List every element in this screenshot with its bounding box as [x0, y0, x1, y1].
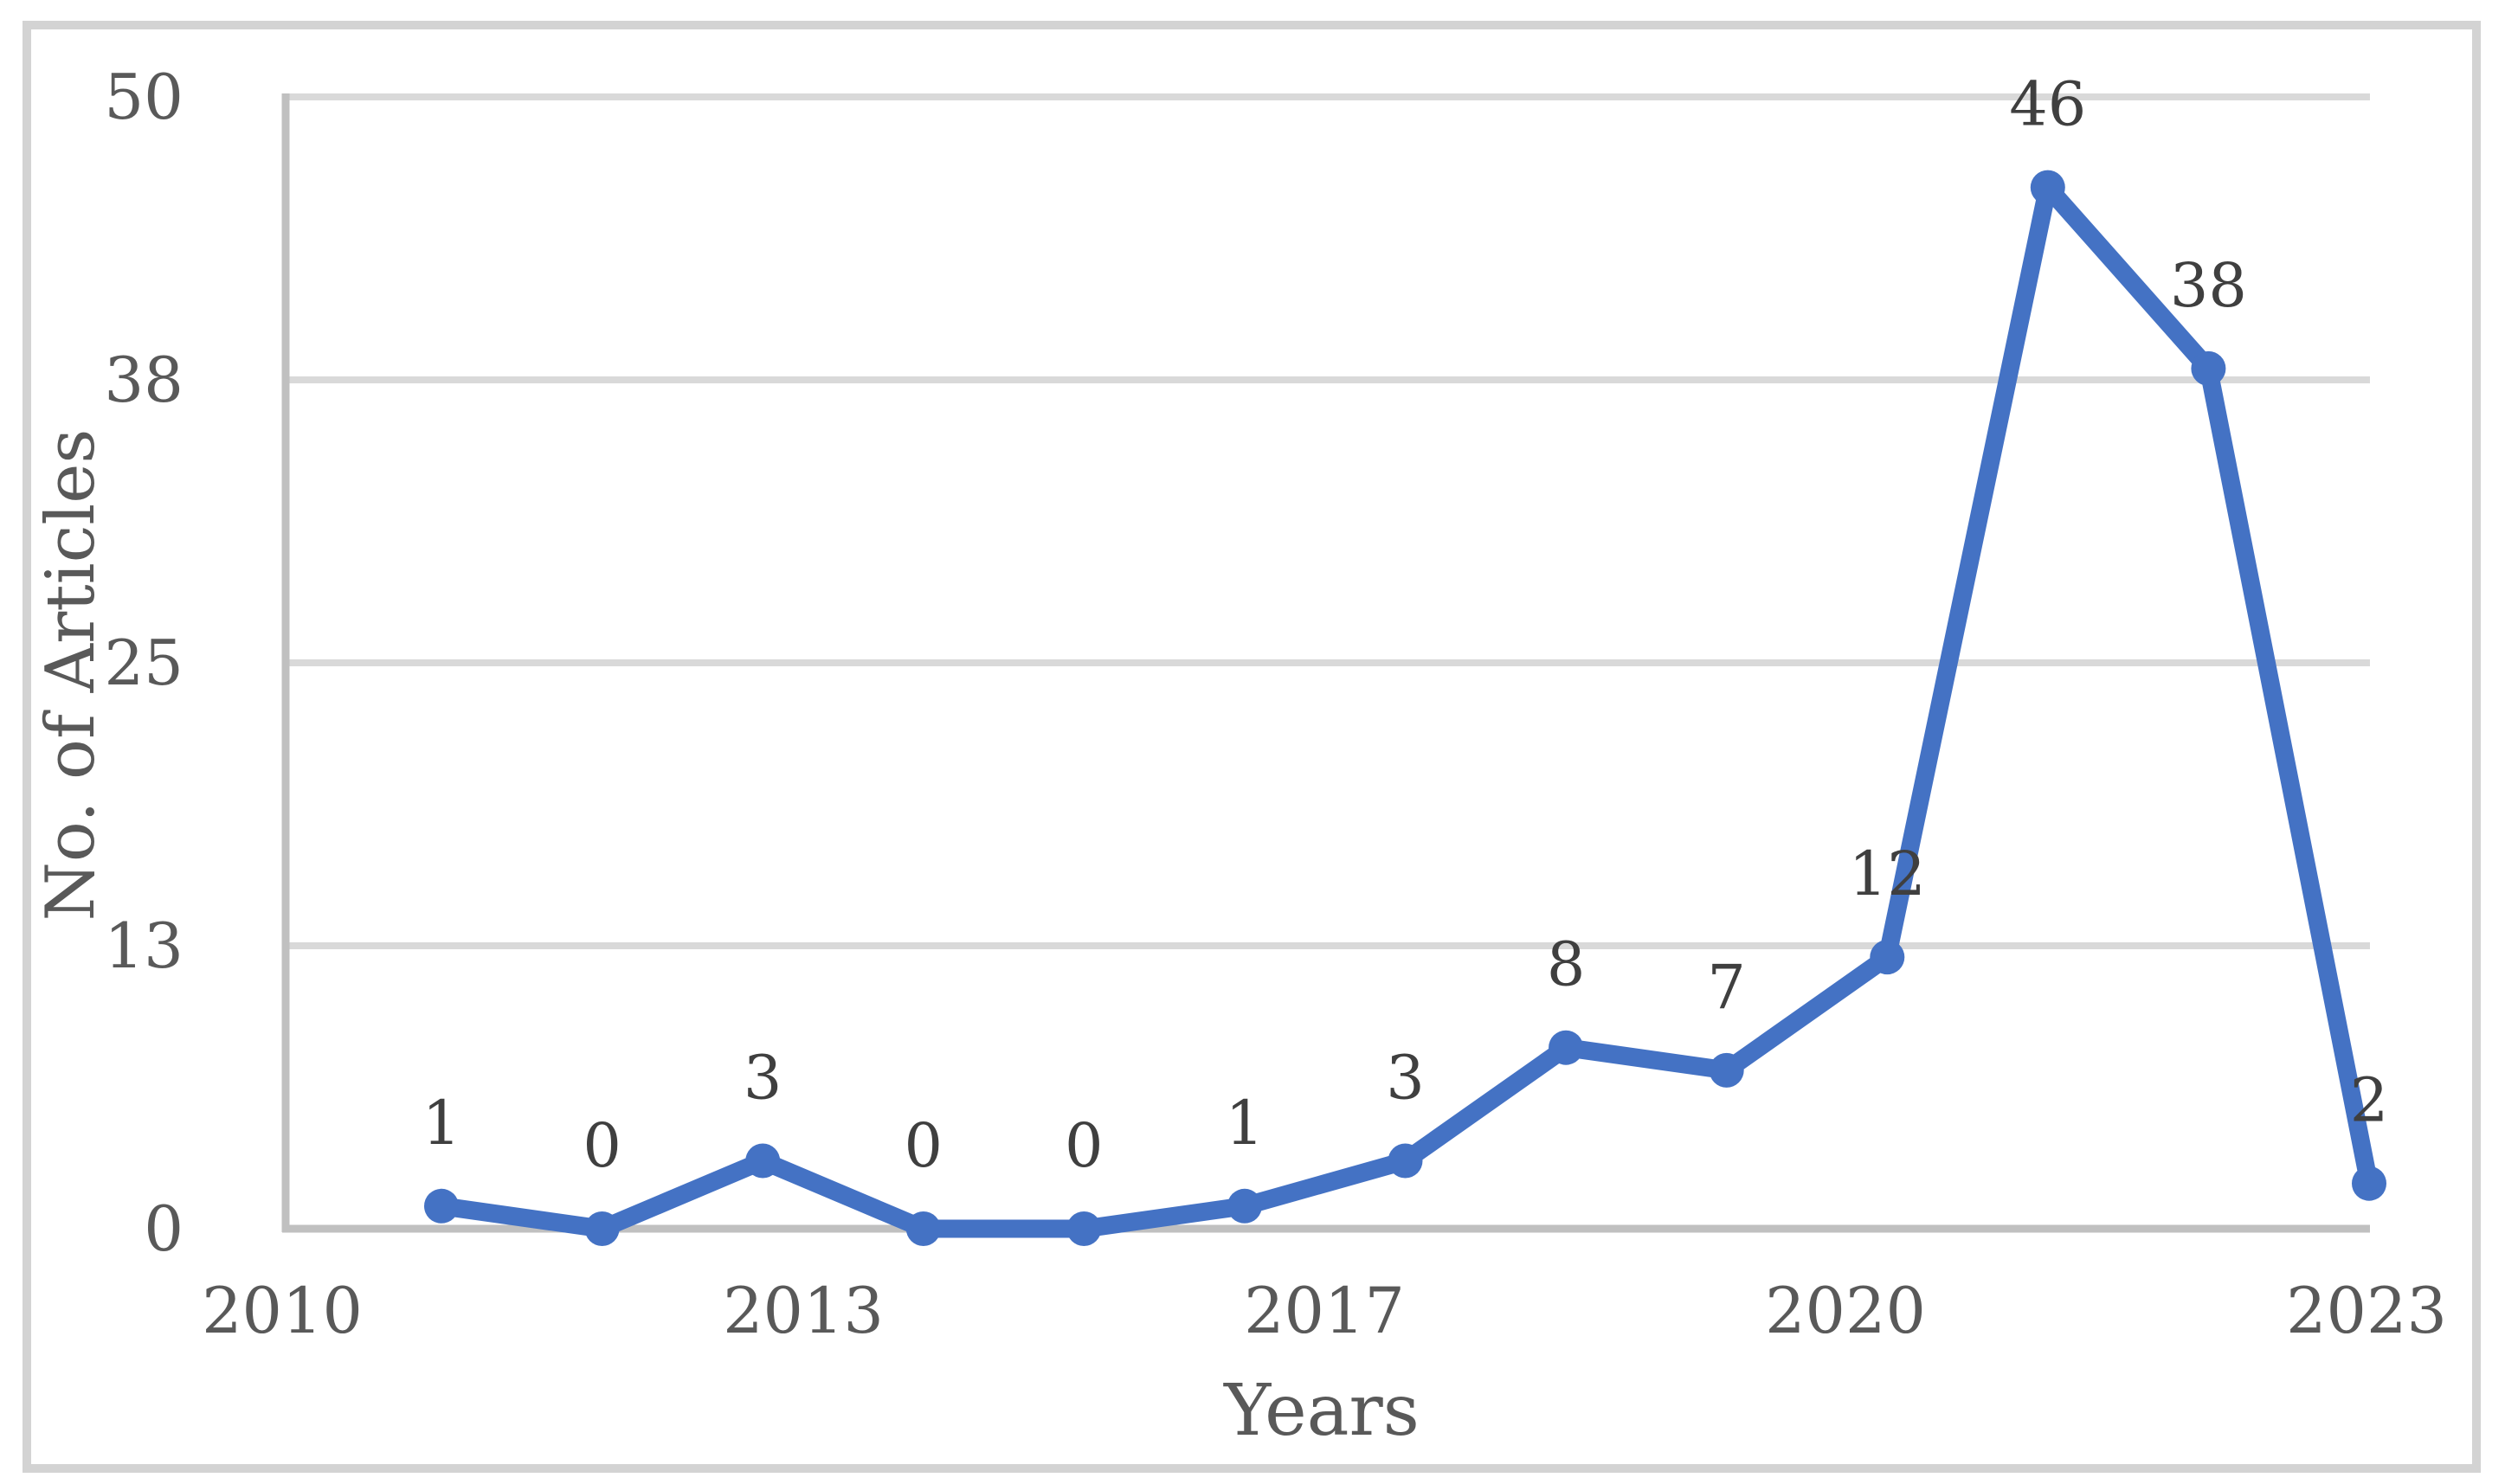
data-point	[1549, 1030, 1584, 1065]
y-tick-labels-layer: 0 13 25 38 50	[104, 61, 184, 1265]
data-point	[2352, 1166, 2386, 1201]
data-point	[424, 1188, 459, 1224]
x-tick-labels-layer: 2010 2013 2017 2020 2023	[202, 1275, 2447, 1348]
data-point	[2191, 350, 2226, 386]
data-label: 2	[2350, 1065, 2389, 1136]
data-label: 1	[422, 1088, 461, 1159]
x-tick-label: 2020	[1765, 1275, 1926, 1348]
axis-lines	[281, 93, 2370, 1233]
figure-border	[23, 21, 2481, 1473]
gridlines	[286, 93, 2370, 949]
x-tick-label: 2023	[2286, 1275, 2447, 1348]
x-tick-label: 2010	[202, 1275, 363, 1348]
y-axis-title: No. of Articles	[32, 429, 110, 922]
y-tick-label: 13	[104, 909, 184, 982]
data-label: 46	[2009, 69, 2086, 140]
data-label: 3	[1386, 1043, 1425, 1114]
data-label: 8	[1547, 929, 1586, 1000]
y-tick-label: 0	[144, 1192, 184, 1265]
y-tick-label: 25	[104, 626, 184, 699]
data-point	[1227, 1188, 1262, 1224]
x-tick-label: 2017	[1244, 1275, 1405, 1348]
data-label: 38	[2170, 250, 2247, 321]
x-axis-title: Years	[1223, 1370, 1420, 1452]
y-tick-label: 50	[104, 61, 184, 133]
data-point	[745, 1143, 781, 1179]
data-point	[1870, 940, 1905, 975]
y-tick-label: 38	[104, 344, 184, 416]
data-label: 0	[583, 1110, 621, 1181]
data-point	[1388, 1143, 1423, 1179]
data-point	[905, 1211, 941, 1246]
data-point	[1709, 1052, 1744, 1088]
data-label: 12	[1849, 838, 1926, 909]
data-point	[2030, 170, 2065, 205]
data-label: 3	[744, 1043, 782, 1114]
data-label: 0	[905, 1110, 943, 1181]
data-points-layer	[424, 170, 2386, 1246]
data-label: 0	[1065, 1110, 1104, 1181]
data-point	[584, 1211, 620, 1246]
data-label: 7	[1707, 952, 1746, 1023]
data-label: 1	[1226, 1088, 1265, 1159]
data-point	[1066, 1211, 1102, 1246]
x-tick-label: 2013	[723, 1275, 884, 1348]
